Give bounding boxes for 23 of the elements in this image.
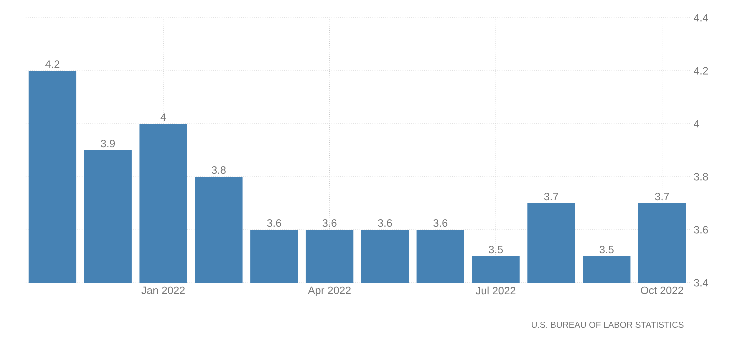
y-tick-label: 4	[694, 120, 700, 128]
data-label: 3.6	[378, 220, 392, 228]
text: U.S. BUREAU OF LABOR STATISTICS	[532, 322, 684, 328]
data-label: 3.6	[267, 220, 282, 228]
data-label: 4.2	[46, 60, 60, 68]
x-tick-label: Jan 2022	[142, 286, 185, 294]
y-tick-label: 4.4	[694, 14, 708, 22]
data-label: 3.9	[101, 140, 116, 148]
data-label: 3.5	[600, 246, 614, 254]
data-label: 3.6	[322, 220, 337, 228]
y-tick-label: 3.6	[694, 226, 708, 234]
data-label: 3.7	[655, 193, 670, 201]
x-tick-label: Apr 2022	[308, 286, 351, 296]
x-tick-label: Oct 2022	[641, 286, 684, 294]
data-label: 3.7	[544, 193, 558, 201]
y-tick-label: 3.4	[694, 279, 708, 287]
data-label: 3.5	[489, 246, 504, 254]
data-label: 3.6	[434, 220, 448, 228]
y-tick-label: 4.2	[694, 67, 708, 75]
x-tick-label: Jul 2022	[476, 286, 516, 295]
data-label: 4	[160, 114, 166, 122]
y-tick-label: 3.8	[694, 173, 708, 181]
data-label: 3.8	[212, 166, 226, 174]
